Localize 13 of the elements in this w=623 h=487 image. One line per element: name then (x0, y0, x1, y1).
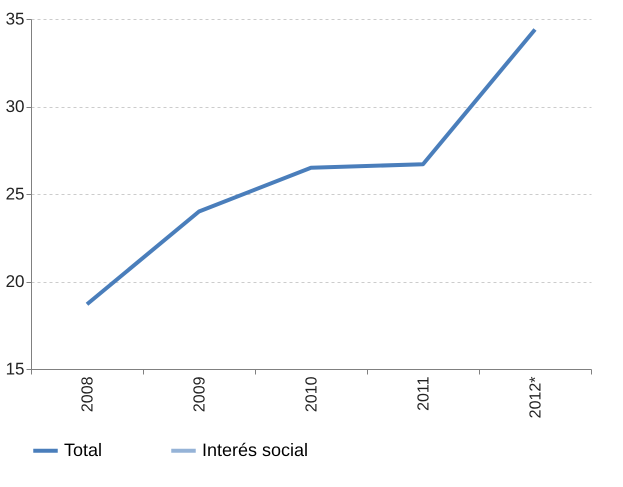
y-tick-label: 30 (6, 97, 24, 116)
x-tick-label: 2009 (192, 376, 208, 412)
x-tick-label: 2010 (304, 376, 320, 412)
x-tick-label: 2011 (416, 376, 432, 411)
y-tick-label: 15 (6, 360, 24, 378)
line-series (85, 28, 537, 306)
legend-label: Interés social (202, 440, 308, 460)
x-tick-label: 2008 (80, 376, 96, 412)
legend-label: Total (64, 440, 102, 460)
x-tick-label: 2012* (528, 376, 544, 418)
y-tick-label: 35 (6, 10, 24, 28)
y-tick-label: 25 (6, 184, 24, 204)
y-tick-label: 20 (6, 272, 24, 291)
